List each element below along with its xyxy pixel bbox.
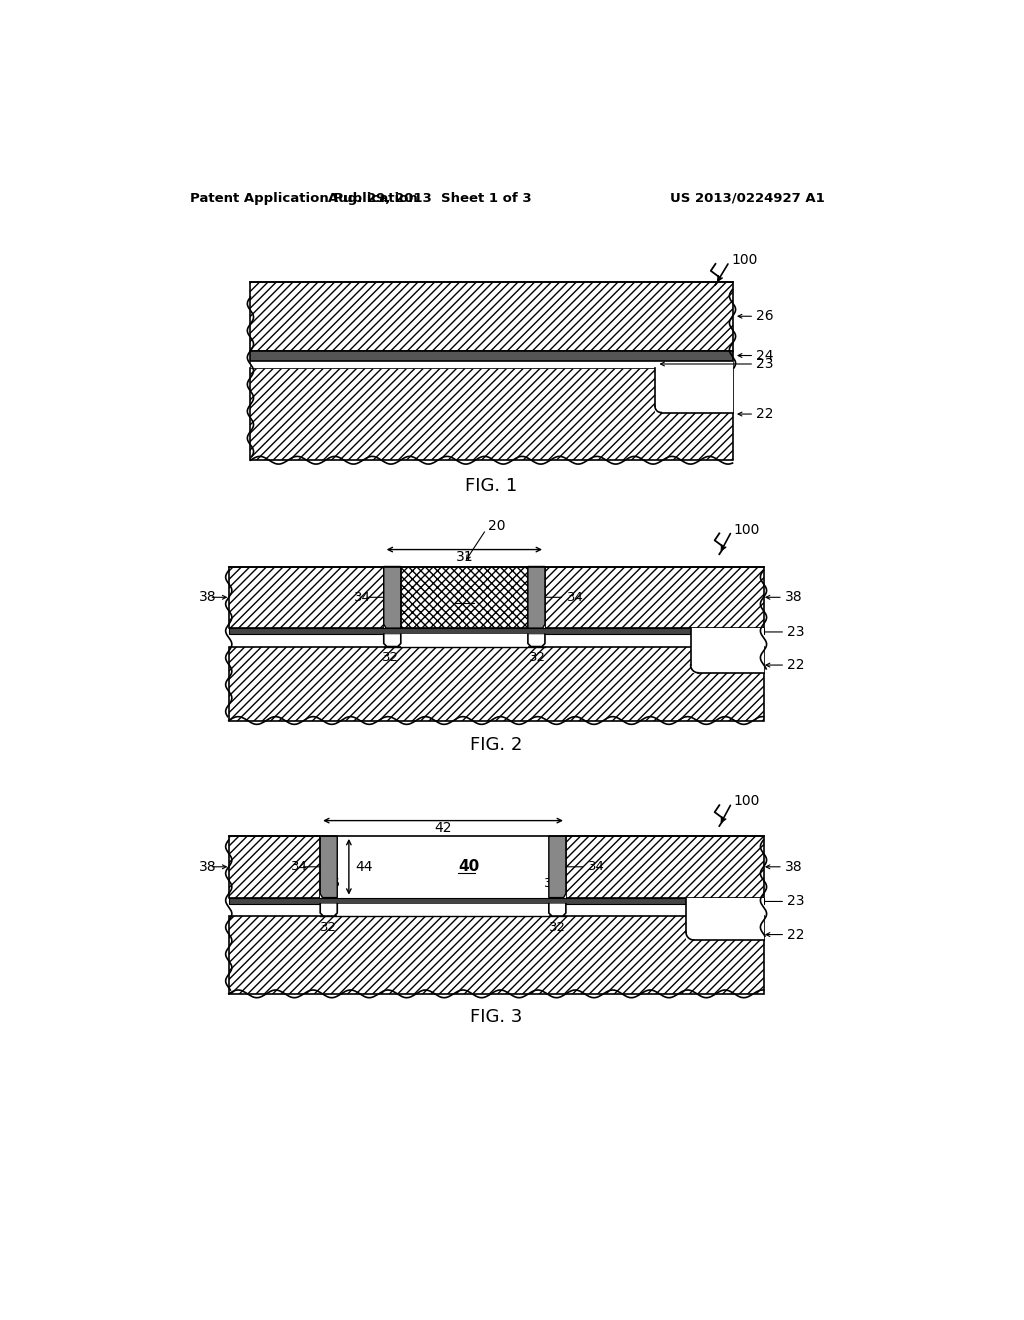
Text: 36: 36 [544, 878, 561, 890]
Text: 24: 24 [756, 348, 773, 363]
Text: Aug. 29, 2013  Sheet 1 of 3: Aug. 29, 2013 Sheet 1 of 3 [329, 191, 532, 205]
Text: Patent Application Publication: Patent Application Publication [190, 191, 418, 205]
Polygon shape [384, 566, 400, 628]
Polygon shape [321, 904, 337, 916]
Bar [655, 368, 732, 412]
Text: 32: 32 [549, 921, 566, 933]
Text: 34: 34 [566, 591, 584, 603]
Polygon shape [321, 836, 337, 898]
Bar [384, 566, 545, 628]
Bar [251, 351, 732, 360]
Polygon shape [549, 836, 566, 898]
Text: FIG. 1: FIG. 1 [465, 477, 517, 495]
Bar [686, 898, 764, 940]
Bar [251, 281, 732, 351]
Text: 23: 23 [786, 895, 804, 908]
Bar [251, 368, 732, 461]
Text: 100: 100 [733, 523, 760, 536]
Text: 23: 23 [756, 356, 773, 371]
Bar [690, 628, 764, 673]
Text: 34: 34 [354, 591, 371, 603]
Bar [566, 836, 764, 898]
Text: 32: 32 [321, 921, 337, 933]
Text: 34: 34 [291, 861, 307, 874]
Bar [228, 898, 764, 904]
Text: FIG. 3: FIG. 3 [470, 1008, 522, 1026]
Text: 38: 38 [200, 859, 217, 874]
Text: 100: 100 [731, 253, 758, 267]
Text: 100: 100 [733, 795, 760, 808]
Text: 26: 26 [756, 309, 773, 323]
Text: 30: 30 [456, 634, 473, 647]
Bar [228, 628, 764, 635]
Polygon shape [549, 904, 566, 916]
Polygon shape [528, 566, 545, 628]
Text: 40: 40 [458, 859, 479, 874]
Bar [337, 904, 549, 916]
Text: 20: 20 [487, 520, 505, 533]
Text: 22: 22 [786, 659, 804, 672]
Bar [228, 566, 384, 628]
Text: 44: 44 [355, 859, 373, 874]
Bar [228, 836, 321, 898]
Bar [545, 566, 764, 628]
Text: 36: 36 [523, 607, 540, 620]
Text: FIG. 2: FIG. 2 [470, 737, 522, 754]
Text: 42: 42 [434, 821, 452, 836]
Bar [400, 566, 528, 628]
Text: 36: 36 [324, 878, 341, 890]
Text: 23: 23 [786, 624, 804, 639]
Text: US 2013/0224927 A1: US 2013/0224927 A1 [671, 191, 825, 205]
Text: 36: 36 [388, 607, 404, 620]
Text: 28: 28 [456, 593, 473, 607]
Text: 38: 38 [785, 859, 803, 874]
Text: 32: 32 [529, 651, 547, 664]
Text: 22: 22 [756, 407, 773, 421]
Bar [400, 635, 528, 647]
Text: 22: 22 [786, 928, 804, 941]
Bar [321, 836, 566, 898]
Polygon shape [384, 635, 400, 647]
Bar [251, 360, 732, 368]
Text: 31: 31 [456, 550, 473, 564]
Text: 38: 38 [785, 590, 803, 605]
Text: 38: 38 [200, 590, 217, 605]
Text: 34: 34 [588, 861, 604, 874]
Text: 32: 32 [382, 651, 399, 664]
Bar [228, 647, 764, 721]
Polygon shape [528, 635, 545, 647]
Bar [228, 916, 764, 994]
